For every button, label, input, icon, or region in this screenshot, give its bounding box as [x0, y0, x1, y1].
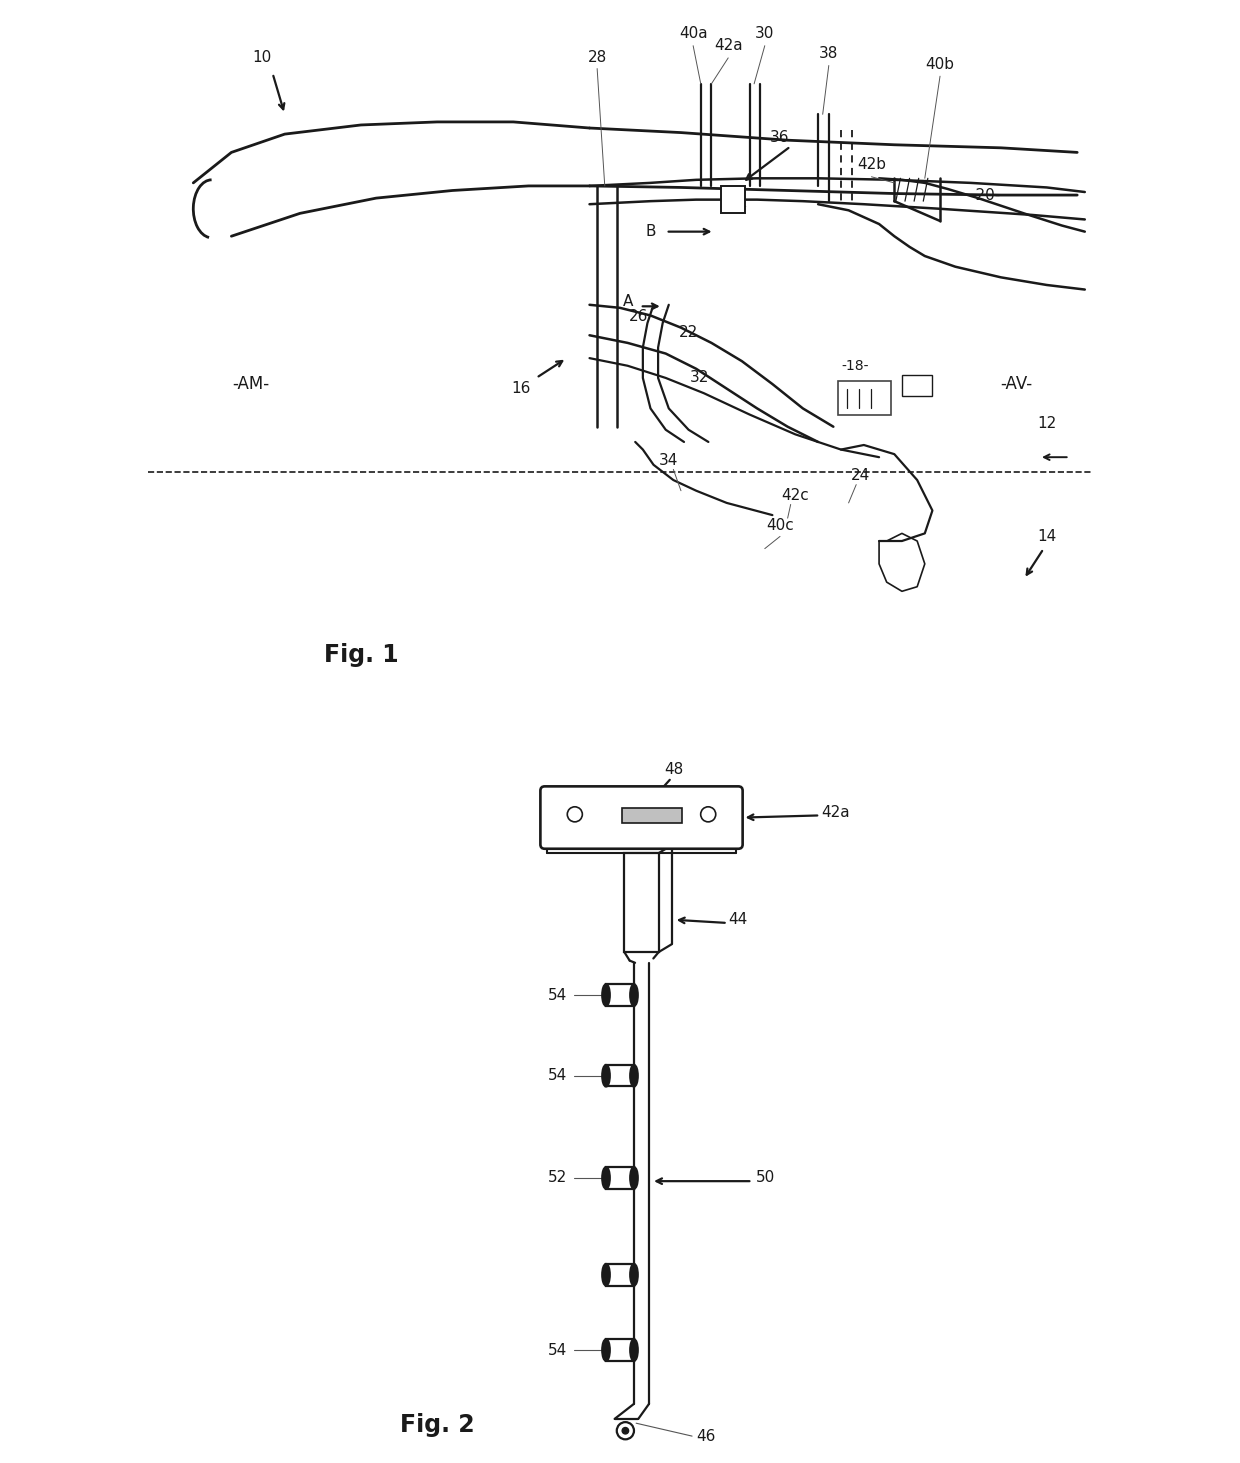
Bar: [838, 380, 892, 414]
Bar: [606, 1264, 634, 1286]
Text: -20-: -20-: [971, 187, 1001, 202]
Text: 52: 52: [548, 1170, 567, 1185]
Text: 40a: 40a: [678, 26, 708, 41]
Text: 22: 22: [680, 325, 698, 339]
Text: Fig. 2: Fig. 2: [399, 1413, 475, 1437]
Text: 54: 54: [548, 1343, 567, 1358]
Circle shape: [603, 1347, 609, 1353]
Text: 34: 34: [660, 452, 678, 468]
Text: 48: 48: [665, 762, 683, 777]
Text: 24: 24: [851, 468, 870, 483]
Circle shape: [603, 992, 609, 998]
Text: 38: 38: [820, 45, 838, 61]
Text: 54: 54: [548, 1068, 567, 1083]
Ellipse shape: [603, 985, 610, 1007]
Text: -AM-: -AM-: [233, 375, 270, 394]
FancyBboxPatch shape: [541, 786, 743, 849]
Text: 44: 44: [729, 913, 748, 928]
Text: 46: 46: [697, 1428, 715, 1444]
Text: 54: 54: [548, 988, 567, 1002]
Circle shape: [603, 1175, 609, 1181]
Ellipse shape: [630, 1167, 637, 1188]
Circle shape: [622, 1428, 629, 1434]
Bar: [622, 808, 682, 822]
Bar: [606, 1167, 634, 1188]
Ellipse shape: [603, 1167, 610, 1188]
Text: 26: 26: [629, 310, 649, 325]
Text: 50: 50: [755, 1170, 775, 1185]
Text: 40b: 40b: [925, 57, 955, 72]
Text: -18-: -18-: [841, 358, 868, 373]
Circle shape: [603, 1271, 609, 1279]
Text: 30: 30: [755, 26, 775, 41]
Text: 42b: 42b: [857, 157, 885, 173]
Bar: [624, 853, 658, 952]
Text: 42a: 42a: [714, 38, 743, 53]
Text: -AV-: -AV-: [1001, 375, 1032, 394]
Text: 42a: 42a: [821, 805, 849, 819]
Ellipse shape: [603, 1339, 610, 1361]
Ellipse shape: [630, 985, 637, 1007]
Text: 28: 28: [588, 50, 606, 66]
Bar: [606, 1065, 634, 1087]
Bar: [606, 1339, 634, 1361]
Text: 12: 12: [1037, 415, 1056, 432]
Text: B: B: [645, 224, 656, 238]
Text: 10: 10: [252, 50, 272, 66]
Text: 36: 36: [770, 130, 790, 145]
Text: A: A: [622, 294, 632, 309]
Ellipse shape: [630, 1264, 637, 1286]
Ellipse shape: [603, 1264, 610, 1286]
Bar: [901, 375, 932, 396]
Text: Fig. 1: Fig. 1: [324, 644, 398, 667]
Circle shape: [603, 1072, 609, 1080]
Text: 16: 16: [511, 380, 531, 396]
Text: 42c: 42c: [781, 487, 810, 503]
Ellipse shape: [630, 1065, 637, 1087]
Text: 32: 32: [689, 370, 709, 385]
Bar: [720, 186, 745, 214]
Bar: [606, 985, 634, 1007]
Text: 14: 14: [1037, 530, 1056, 544]
Ellipse shape: [630, 1339, 637, 1361]
Ellipse shape: [603, 1065, 610, 1087]
Text: 40c: 40c: [766, 518, 794, 534]
